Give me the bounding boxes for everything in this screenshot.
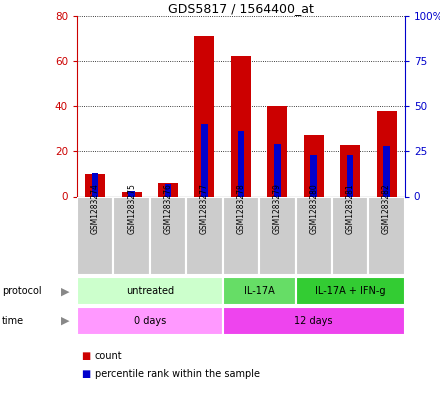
Bar <box>368 196 405 275</box>
Bar <box>231 56 251 196</box>
Bar <box>165 184 171 196</box>
Bar <box>383 146 390 196</box>
Bar <box>274 144 281 196</box>
Bar <box>304 136 324 196</box>
Text: ■: ■ <box>81 369 91 379</box>
Text: GSM1283277: GSM1283277 <box>200 184 209 234</box>
Text: ▶: ▶ <box>61 286 70 296</box>
Bar <box>77 196 114 275</box>
Bar <box>201 124 208 196</box>
Text: percentile rank within the sample: percentile rank within the sample <box>95 369 260 379</box>
Bar <box>194 36 214 197</box>
Text: IL-17A + IFN-g: IL-17A + IFN-g <box>315 286 385 296</box>
Text: time: time <box>2 316 24 326</box>
Text: GSM1283279: GSM1283279 <box>273 184 282 234</box>
Text: 12 days: 12 days <box>294 316 333 326</box>
Bar <box>268 106 287 196</box>
Bar <box>85 174 105 196</box>
Bar <box>158 183 178 196</box>
Bar <box>77 307 223 335</box>
Bar <box>377 111 396 196</box>
Text: GSM1283280: GSM1283280 <box>309 184 318 234</box>
Bar <box>347 155 353 196</box>
Text: GSM1283274: GSM1283274 <box>91 184 100 234</box>
Text: 0 days: 0 days <box>134 316 166 326</box>
Bar <box>332 196 368 275</box>
Text: IL-17A: IL-17A <box>244 286 275 296</box>
Text: ▶: ▶ <box>61 316 70 326</box>
Bar <box>128 191 135 196</box>
Bar <box>340 145 360 196</box>
Bar <box>296 277 405 305</box>
Bar <box>77 277 223 305</box>
Bar <box>92 173 99 196</box>
Bar <box>223 277 296 305</box>
Text: GSM1283278: GSM1283278 <box>236 184 246 234</box>
Bar <box>150 196 186 275</box>
Text: GSM1283275: GSM1283275 <box>127 184 136 234</box>
Text: ■: ■ <box>81 351 91 362</box>
Text: GSM1283281: GSM1283281 <box>346 184 355 234</box>
Text: GSM1283282: GSM1283282 <box>382 184 391 234</box>
Bar <box>121 192 142 196</box>
Bar <box>296 196 332 275</box>
Bar <box>311 155 317 196</box>
Bar <box>114 196 150 275</box>
Text: GSM1283276: GSM1283276 <box>164 184 172 234</box>
Text: count: count <box>95 351 122 362</box>
Bar <box>186 196 223 275</box>
Bar <box>238 131 244 196</box>
Text: untreated: untreated <box>126 286 174 296</box>
Bar <box>259 196 296 275</box>
Bar <box>223 196 259 275</box>
Title: GDS5817 / 1564400_at: GDS5817 / 1564400_at <box>168 2 314 15</box>
Text: protocol: protocol <box>2 286 42 296</box>
Bar <box>223 307 405 335</box>
